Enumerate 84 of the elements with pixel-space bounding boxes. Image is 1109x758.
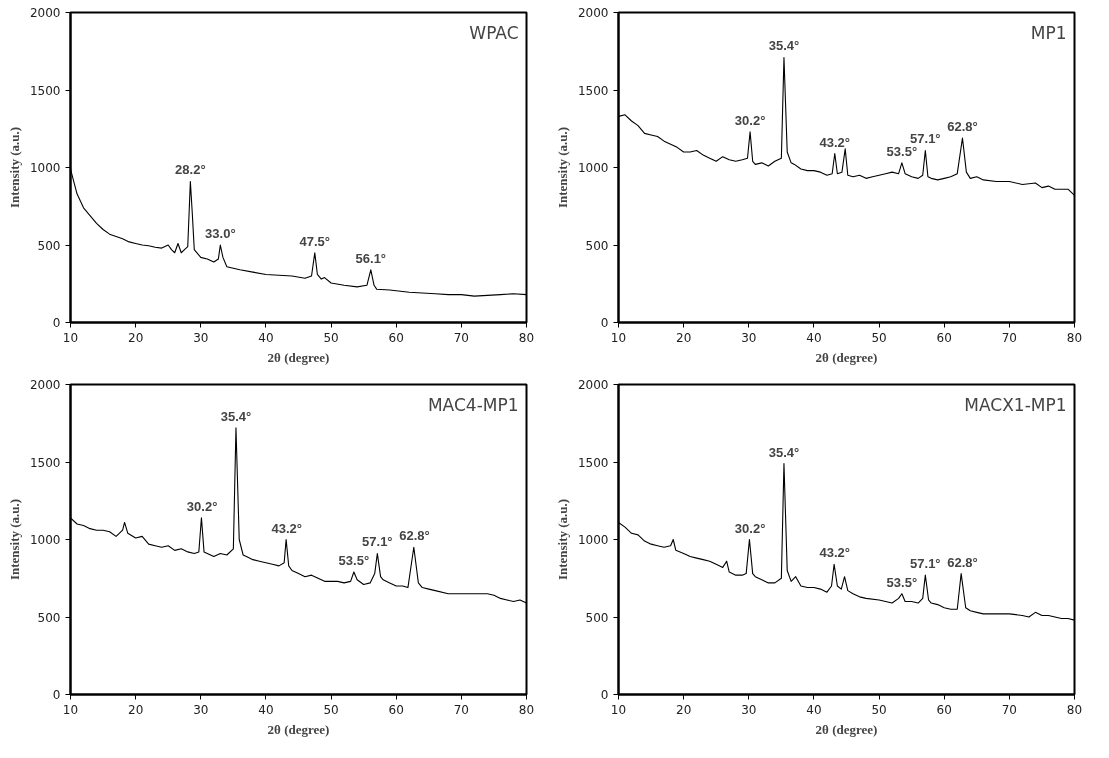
x-tick-label: 60 xyxy=(388,330,404,345)
y-tick-label: 2000 xyxy=(29,378,61,392)
x-tick-label: 30 xyxy=(741,702,757,717)
x-tick-label: 40 xyxy=(806,330,822,345)
y-tick-label: 1500 xyxy=(29,83,61,98)
y-axis-title: Intensity (a.u.) xyxy=(554,126,570,209)
annotation: 57.1° xyxy=(362,534,393,550)
y-tick-label: 500 xyxy=(37,610,61,625)
annotation: 53.5° xyxy=(886,574,918,590)
annotation: 33.0° xyxy=(205,226,236,241)
x-tick-label: 40 xyxy=(258,702,274,717)
text: MACX1-MP1 xyxy=(964,394,1067,415)
annotation: 57.1° xyxy=(910,556,941,572)
text: MP1 xyxy=(1030,22,1067,43)
x-tick-label: 50 xyxy=(871,330,887,345)
y-tick-label: 0 xyxy=(600,316,609,330)
x-tick-label: 30 xyxy=(741,330,757,345)
annotation: 56.1° xyxy=(355,250,387,266)
y-tick-label: 1000 xyxy=(29,161,61,175)
x-tick-label: 30 xyxy=(193,702,209,717)
x-tick-label: 10 xyxy=(610,702,627,717)
x-tick-label: 80 xyxy=(1066,330,1083,345)
x-tick-label: 10 xyxy=(610,330,627,345)
y-axis-title: Intensity (a.u.) xyxy=(6,498,22,581)
y-tick-label: 500 xyxy=(585,238,609,253)
x-tick-label: 80 xyxy=(1066,702,1083,717)
x-tick-label: 80 xyxy=(518,330,535,345)
y-tick-label: 1500 xyxy=(29,455,61,470)
x-tick-label: 20 xyxy=(128,702,144,717)
y-tick-label: 1500 xyxy=(577,83,609,98)
annotation: 62.8° xyxy=(399,528,430,544)
x-tick-label: 70 xyxy=(453,702,469,717)
x-tick-label: 10 xyxy=(62,702,79,717)
x-tick-label: 40 xyxy=(806,702,822,717)
y-tick-label: 0 xyxy=(600,688,609,702)
x-axis-title: 2θ (degree) xyxy=(815,349,878,365)
x-tick-label: 20 xyxy=(676,702,692,717)
annotation: 62.8° xyxy=(947,119,978,135)
y-tick-label: 0 xyxy=(52,316,61,330)
x-tick-label: 60 xyxy=(388,702,404,717)
y-tick-label: 2000 xyxy=(577,378,609,392)
annotation: 47.5° xyxy=(299,233,331,249)
x-tick-label: 80 xyxy=(518,702,535,717)
annotation: 53.5° xyxy=(338,553,370,569)
x-tick-label: 20 xyxy=(128,330,144,345)
x-tick-label: 20 xyxy=(676,330,692,345)
y-tick-label: 1500 xyxy=(577,455,609,470)
text: MAC4-MP1 xyxy=(427,394,519,415)
x-tick-label: 70 xyxy=(453,330,469,345)
y-tick-label: 2000 xyxy=(577,6,609,20)
x-tick-label: 60 xyxy=(936,330,952,345)
y-tick-label: 1000 xyxy=(577,533,609,547)
x-tick-label: 30 xyxy=(193,330,209,345)
x-tick-label: 50 xyxy=(871,702,887,717)
x-tick-label: 10 xyxy=(62,330,79,345)
y-tick-label: 500 xyxy=(585,610,609,625)
text: WPAC xyxy=(469,22,519,43)
x-tick-label: 60 xyxy=(936,702,952,717)
y-axis-title: Intensity (a.u.) xyxy=(6,126,22,209)
y-tick-label: 2000 xyxy=(29,6,61,20)
y-tick-label: 500 xyxy=(37,238,61,253)
annotation: 62.8° xyxy=(947,554,978,570)
x-tick-label: 50 xyxy=(323,330,339,345)
annotation: 30.2° xyxy=(734,112,766,128)
y-tick-label: 1000 xyxy=(577,161,609,175)
annotation: 35.4° xyxy=(768,38,800,54)
annotation: 35.4° xyxy=(220,408,252,424)
x-tick-label: 70 xyxy=(1001,330,1017,345)
annotation: 30.2° xyxy=(186,498,218,514)
x-axis-title: 2θ (degree) xyxy=(815,721,878,737)
annotation: 30.2° xyxy=(734,520,766,536)
x-tick-label: 40 xyxy=(258,330,274,345)
annotation: 35.4° xyxy=(768,444,800,460)
x-tick-label: 50 xyxy=(323,702,339,717)
annotation: 43.2° xyxy=(819,134,851,150)
annotation: 43.2° xyxy=(271,520,303,536)
x-tick-label: 70 xyxy=(1001,702,1017,717)
annotation: 43.2° xyxy=(819,545,851,561)
y-axis-title: Intensity (a.u.) xyxy=(554,498,570,581)
y-tick-label: 1000 xyxy=(29,533,61,547)
x-axis-title: 2θ (degree) xyxy=(267,721,330,737)
annotation: 28.2° xyxy=(175,162,206,178)
x-axis-title: 2θ (degree) xyxy=(267,349,330,365)
y-tick-label: 0 xyxy=(52,688,61,702)
